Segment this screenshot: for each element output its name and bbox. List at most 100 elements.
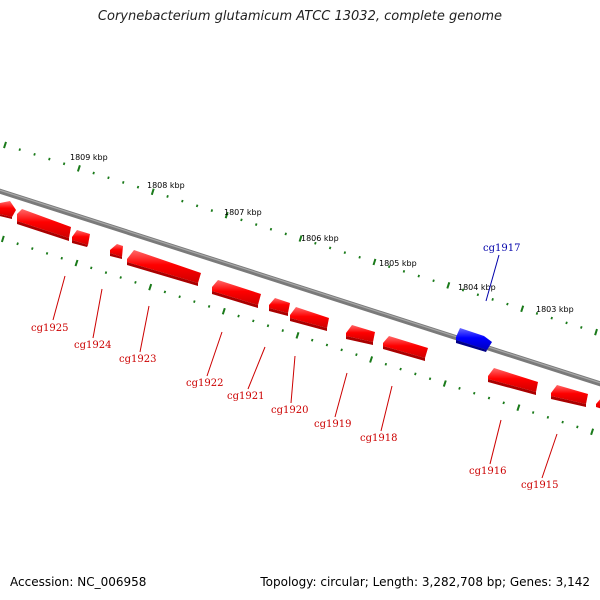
outer-scale-tick xyxy=(314,241,317,245)
outer-scale-tick xyxy=(18,148,21,152)
outer-scale-tick xyxy=(535,312,539,315)
gene-label-cg1919: cg1919 xyxy=(314,419,351,430)
inner-scale-tick xyxy=(60,256,63,260)
outer-scale-tick xyxy=(210,209,214,212)
inner-scale-tick xyxy=(134,280,137,284)
outer-scale-tick xyxy=(195,204,199,208)
inner-scale-tick xyxy=(576,425,579,429)
outer-scale-tick xyxy=(461,288,465,292)
inner-scale-tick xyxy=(178,295,181,299)
gene-cg1919-arrow xyxy=(269,298,290,316)
inner-scale-tick xyxy=(442,380,447,387)
outer-scale-tick xyxy=(358,255,361,259)
kbp-label-1807: 1807 kbp xyxy=(224,208,262,217)
inner-scale-tick xyxy=(295,331,300,339)
outer-scale-tick xyxy=(181,199,184,203)
inner-scale-tick xyxy=(119,276,122,279)
gene-label-cg1916: cg1916 xyxy=(469,466,506,477)
outer-scale-tick xyxy=(594,328,598,336)
gene-label-cg1922: cg1922 xyxy=(186,378,223,389)
map-title: Corynebacterium glutamicum ATCC 13032, c… xyxy=(97,9,503,24)
gene-label-cg1923: cg1923 xyxy=(119,354,156,365)
kbp-label-1808: 1808 kbp xyxy=(147,181,185,190)
outer-scale-tick xyxy=(298,235,303,242)
kbp-label-1803: 1803 kbp xyxy=(536,305,574,314)
outer-scale-tick xyxy=(33,152,36,156)
inner-scale-tick xyxy=(74,259,79,267)
inner-scale-tick xyxy=(163,290,167,294)
outer-scale-tick xyxy=(565,321,568,325)
inner-scale-tick xyxy=(281,329,284,332)
gene-cg1916-arrow xyxy=(488,368,538,395)
outer-scale-tick xyxy=(506,302,509,306)
inner-scale-tick xyxy=(45,252,49,255)
genome-summary-text: Topology: circular; Length: 3,282,708 bp… xyxy=(260,575,590,589)
gene-leader-lines xyxy=(52,275,558,479)
inner-scale-tick xyxy=(310,338,314,342)
genome-backbone-highlight xyxy=(0,189,600,384)
inner-scale-tick xyxy=(90,266,93,270)
outer-scale-tick xyxy=(150,188,155,196)
outer-scale-tick xyxy=(550,316,553,320)
gene-cg1921-arrow xyxy=(127,250,201,286)
inner-scale-tick xyxy=(458,386,461,390)
kbp-label-1805: 1805 kbp xyxy=(379,259,417,268)
outer-scale-tick xyxy=(446,281,451,289)
outer-scale-tick xyxy=(402,269,406,273)
gene-label-cg1924: cg1924 xyxy=(74,340,111,351)
gene-cg1924-arrow xyxy=(17,209,71,241)
inner-scale-tick xyxy=(561,420,564,424)
genome-backbone xyxy=(0,188,600,387)
accession-text: Accession: NC_006958 xyxy=(10,575,147,589)
inner-scale-tick xyxy=(252,319,255,323)
outer-scale-tick xyxy=(122,181,125,184)
gene-label-cg1921: cg1921 xyxy=(227,391,264,402)
inner-scale-tick xyxy=(16,242,19,246)
outer-scale-tick xyxy=(432,279,435,283)
outer-scale-tick xyxy=(269,227,273,231)
outer-scale-tick xyxy=(92,171,95,175)
gene-cg1918b-arrow xyxy=(346,325,375,345)
kbp-label-1809: 1809 kbp xyxy=(70,153,108,162)
gene-label-cg1917: cg1917 xyxy=(483,243,520,254)
inner-scale-tick xyxy=(355,353,358,357)
outer-scale-tick xyxy=(76,164,81,172)
inner-scale-tick xyxy=(384,362,388,366)
outer-scale-tick xyxy=(491,298,494,301)
inner-scale-tick xyxy=(31,247,34,250)
outer-scale-tick xyxy=(254,223,258,226)
gene-label-cg1918: cg1918 xyxy=(360,433,397,444)
inner-scale-tick xyxy=(0,235,5,243)
outer-scale-tick xyxy=(372,258,377,266)
inner-scale-tick xyxy=(590,428,595,436)
inner-scale-tick xyxy=(502,401,505,405)
inner-scale-tick xyxy=(266,324,270,328)
inner-scale-tick xyxy=(531,411,535,414)
outer-scale-tick xyxy=(476,293,480,297)
kbp-label-1806: 1806 kbp xyxy=(301,234,339,243)
outer-scale-tick xyxy=(343,251,347,255)
inner-scale-tick xyxy=(148,283,153,291)
outer-scale-tick xyxy=(284,232,287,236)
gene-cg1925-arrow xyxy=(0,201,16,219)
inner-scale-tick xyxy=(193,300,196,303)
outer-scale-tick xyxy=(328,246,332,250)
inner-scale-tick xyxy=(487,396,491,400)
gene-cg1918-arrow xyxy=(290,307,329,331)
gene-cg1920-arrow xyxy=(212,280,261,308)
gene-cg1917r-arrow xyxy=(383,336,428,361)
inner-scale-tick xyxy=(237,314,240,318)
gene-cg1923-arrow xyxy=(72,230,90,247)
gene-cg1922-arrow xyxy=(110,244,123,259)
outer-scale-tick xyxy=(166,195,169,198)
outer-scale-tick xyxy=(224,211,229,219)
outer-scale-tick xyxy=(387,265,391,269)
gene-cg1917-arrow xyxy=(456,328,492,352)
gene-label-cg1915: cg1915 xyxy=(521,480,558,491)
outer-scale xyxy=(3,141,598,336)
gene-label-cg1925: cg1925 xyxy=(31,323,68,334)
inner-scale-tick xyxy=(104,271,108,275)
outer-scale-tick xyxy=(580,326,583,329)
outer-scale-tick xyxy=(417,274,420,278)
